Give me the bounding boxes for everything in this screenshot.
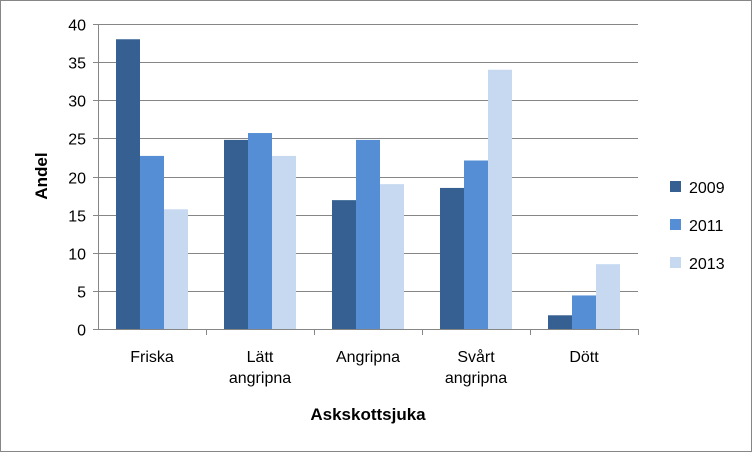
x-axis-title: Askskottsjuka bbox=[310, 405, 426, 424]
bar-2011-4 bbox=[572, 295, 596, 329]
y-tick-label: 20 bbox=[68, 171, 86, 188]
bars bbox=[116, 39, 620, 329]
bar-2009-0 bbox=[116, 39, 140, 329]
bar-2011-2 bbox=[356, 139, 380, 329]
x-tick-label: angripna bbox=[229, 370, 291, 387]
y-tick-label: 25 bbox=[68, 132, 86, 149]
axes bbox=[93, 24, 639, 335]
bar-2009-3 bbox=[440, 187, 464, 329]
bar-2009-2 bbox=[332, 200, 356, 329]
y-tick-labels: 0 5 10 15 20 25 30 35 40 bbox=[68, 18, 86, 340]
bar-2013-3 bbox=[488, 69, 512, 329]
y-tick-label: 15 bbox=[68, 209, 86, 226]
bar-2009-4 bbox=[548, 315, 572, 329]
bar-2013-1 bbox=[272, 155, 296, 329]
y-tick-label: 35 bbox=[68, 56, 86, 73]
legend-label-2011: 2011 bbox=[689, 218, 724, 235]
bar-2013-0 bbox=[164, 209, 188, 329]
x-tick-label: Svårt bbox=[457, 348, 495, 366]
y-tick-label: 10 bbox=[68, 247, 86, 264]
y-tick-label: 40 bbox=[68, 18, 86, 35]
bar-2011-0 bbox=[140, 155, 164, 329]
legend-label-2009: 2009 bbox=[689, 180, 725, 197]
x-tick-label: Lätt bbox=[247, 349, 274, 366]
bar-2011-3 bbox=[464, 160, 488, 329]
y-tick-label: 0 bbox=[77, 323, 86, 340]
bar-2013-4 bbox=[596, 264, 620, 329]
x-tick-label: Friska bbox=[130, 349, 174, 366]
bar-2013-2 bbox=[380, 184, 404, 329]
x-tick-label: angripna bbox=[445, 370, 507, 387]
legend-swatch-2013 bbox=[670, 257, 681, 268]
bar-2011-1 bbox=[248, 133, 272, 329]
y-tick-label: 30 bbox=[68, 94, 86, 111]
y-tick-label: 5 bbox=[77, 285, 86, 302]
legend: 2009 2011 2013 bbox=[670, 180, 725, 273]
x-tick-label: Angripna bbox=[336, 349, 400, 366]
legend-label-2013: 2013 bbox=[689, 256, 725, 273]
y-axis-title: Andel bbox=[32, 152, 51, 199]
x-tick-labels: Friska Lätt angripna Angripna Svårt angripna D… bbox=[130, 348, 599, 387]
legend-swatch-2009 bbox=[670, 181, 681, 192]
bar-2009-1 bbox=[224, 139, 248, 329]
x-tick-label: Dött bbox=[569, 349, 599, 366]
legend-swatch-2011 bbox=[670, 219, 681, 230]
